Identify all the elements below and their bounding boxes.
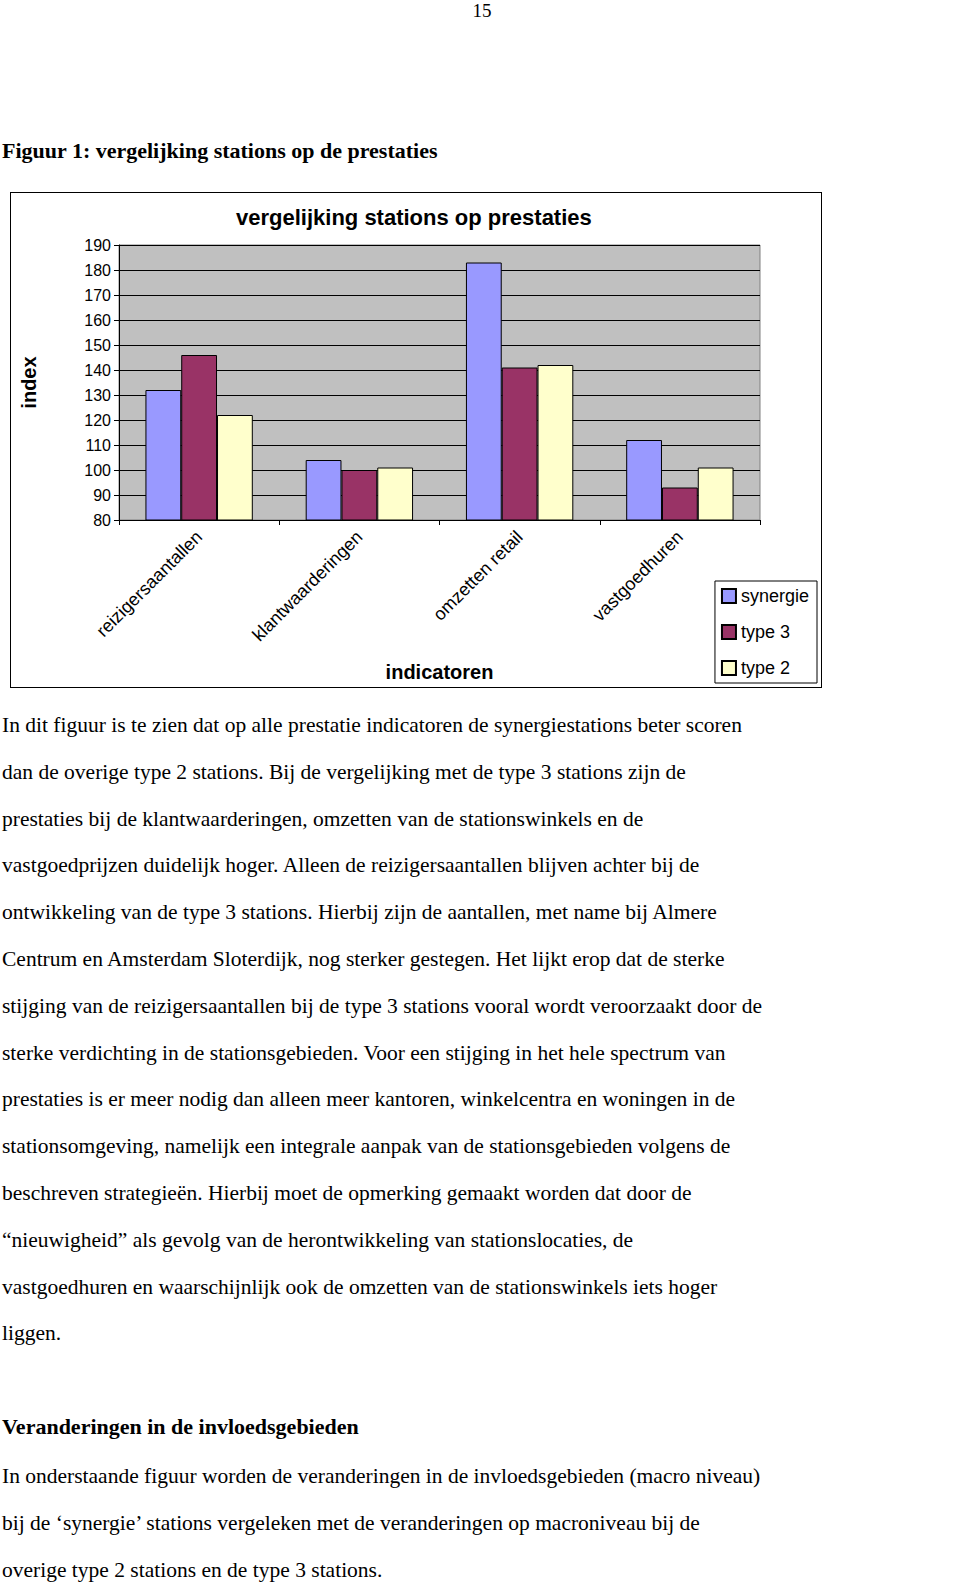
- svg-text:vergelijking stations op prest: vergelijking stations op prestaties: [236, 205, 592, 230]
- svg-text:160: 160: [84, 312, 111, 329]
- html-text:sterke verdichting in de stati: sterke verdichting in de stationsgebiede…: [2, 1040, 726, 1065]
- html-text:Veranderingen in de invloedsge: Veranderingen in de invloedsgebieden: [2, 1414, 359, 1439]
- html-text:15: 15: [472, 0, 492, 21]
- svg-text:190: 190: [84, 237, 111, 254]
- html-text:vastgoedhuren en waarschijnlij: vastgoedhuren en waarschijnlijk ook de o…: [2, 1274, 718, 1299]
- svg-text:index: index: [18, 356, 40, 408]
- svg-text:130: 130: [84, 387, 111, 404]
- svg-text:omzetten retail: omzetten retail: [429, 527, 527, 625]
- html-text:Figuur 1: vergelijking station: Figuur 1: vergelijking stations op de pr…: [2, 138, 438, 163]
- svg-text:80: 80: [93, 512, 111, 529]
- html-text:In dit figuur is te zien dat o: In dit figuur is te zien dat op alle pre…: [2, 713, 742, 737]
- svg-text:180: 180: [84, 262, 111, 279]
- html-text:ontwikkeling van de type 3 sta: ontwikkeling van de type 3 stations. Hie…: [2, 900, 717, 925]
- svg-text:synergie: synergie: [741, 586, 809, 606]
- html-text:“nieuwigheid” als gevolg van d: “nieuwigheid” als gevolg van de herontwi…: [2, 1227, 634, 1252]
- html-text:Centrum en Amsterdam Sloterdij: Centrum en Amsterdam Sloterdijk, nog ste…: [2, 947, 725, 971]
- svg-text:110: 110: [85, 437, 111, 454]
- svg-text:140: 140: [84, 362, 111, 379]
- svg-text:type 2: type 2: [741, 658, 790, 678]
- html-text:stationsomgeving, namelijk een: stationsomgeving, namelijk een integrale…: [2, 1134, 731, 1159]
- html-text:dan de overige type 2 stations: dan de overige type 2 stations. Bij de v…: [2, 759, 686, 784]
- svg-text:vastgoedhuren: vastgoedhuren: [589, 527, 687, 625]
- svg-text:120: 120: [84, 412, 111, 429]
- svg-text:klantwaarderingen: klantwaarderingen: [248, 527, 366, 645]
- html-text:beschreven strategieën. Hierbi: beschreven strategieën. Hierbij moet de …: [2, 1181, 692, 1205]
- svg-text:90: 90: [93, 487, 111, 504]
- html-text:prestaties is er meer nodig da: prestaties is er meer nodig dan alleen m…: [2, 1087, 736, 1112]
- html-text:vastgoedprijzen duidelijk hoge: vastgoedprijzen duidelijk hoger. Alleen …: [2, 853, 700, 878]
- svg-text:100: 100: [84, 462, 111, 479]
- svg-text:170: 170: [84, 287, 111, 304]
- svg-text:indicatoren: indicatoren: [386, 661, 494, 683]
- html-text:overige type 2 stations en de: overige type 2 stations en de type 3 sta…: [2, 1557, 383, 1582]
- html-text:liggen.: liggen.: [2, 1321, 62, 1346]
- svg-text:type 3: type 3: [741, 622, 790, 642]
- html-text:stijging van de reizigersaanta: stijging van de reizigersaantallen bij d…: [2, 993, 762, 1018]
- svg-text:reizigersaantallen: reizigersaantallen: [92, 527, 206, 641]
- html-text:prestaties bij de klantwaarder: prestaties bij de klantwaarderingen, omz…: [2, 806, 644, 831]
- html-text:bij de ‘synergie’ stations ver: bij de ‘synergie’ stations vergeleken me…: [2, 1510, 700, 1535]
- svg-text:150: 150: [84, 337, 111, 354]
- html-text:In onderstaande figuur worden: In onderstaande figuur worden de verande…: [2, 1464, 761, 1488]
